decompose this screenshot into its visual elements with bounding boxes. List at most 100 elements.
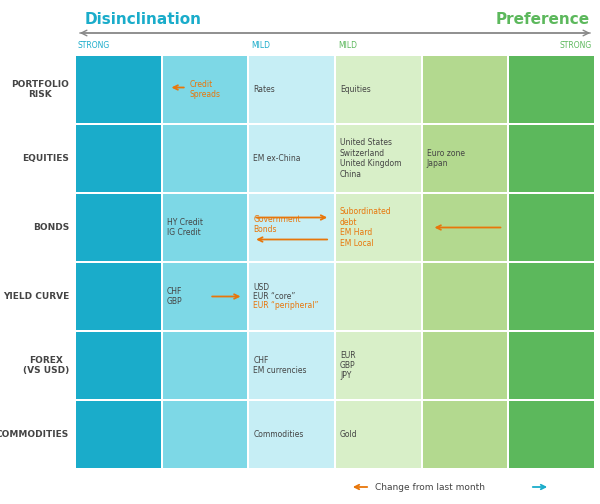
Bar [334, 400, 335, 469]
Bar [248, 262, 250, 331]
Bar [250, 194, 334, 261]
Bar [336, 263, 421, 330]
Text: Change from last month: Change from last month [375, 482, 485, 491]
Bar [335, 55, 336, 124]
Bar [508, 123, 595, 124]
Text: United States
Switzerland
United Kingdom
China: United States Switzerland United Kingdom… [340, 139, 401, 178]
Text: Equities: Equities [340, 85, 371, 94]
Bar [508, 124, 595, 125]
Bar [335, 123, 422, 124]
Bar [335, 193, 422, 194]
Bar [161, 400, 248, 401]
Bar [76, 263, 161, 330]
Bar [335, 262, 336, 331]
Bar [161, 331, 248, 332]
Bar [75, 123, 161, 124]
Text: EUR
GBP
JPY: EUR GBP JPY [340, 351, 356, 381]
Bar [161, 330, 248, 331]
Bar [508, 192, 595, 193]
Bar [250, 332, 334, 399]
Bar [75, 331, 76, 400]
Bar [336, 125, 421, 192]
Text: USD: USD [253, 283, 269, 292]
Bar [248, 193, 250, 262]
Bar [422, 468, 508, 469]
Bar [75, 261, 161, 262]
Bar [421, 331, 422, 400]
Bar [248, 331, 250, 400]
Bar [509, 56, 594, 123]
Bar [508, 55, 509, 124]
Bar [163, 56, 247, 123]
Text: HY Credit
IG Credit: HY Credit IG Credit [167, 218, 203, 237]
Bar [421, 124, 422, 193]
Bar [421, 400, 422, 469]
Bar [76, 56, 161, 123]
Bar [334, 262, 335, 331]
Bar [335, 192, 422, 193]
Bar [508, 468, 595, 469]
Bar [161, 193, 163, 262]
Bar [334, 193, 335, 262]
Bar [161, 55, 163, 124]
Bar [248, 124, 335, 125]
Bar [161, 55, 248, 56]
Bar [75, 331, 161, 332]
Bar [422, 193, 508, 194]
Text: Gold: Gold [340, 430, 358, 439]
Bar [508, 193, 509, 262]
Bar [161, 399, 248, 400]
Bar [247, 55, 248, 124]
Text: MILD: MILD [251, 41, 271, 50]
Bar [75, 262, 76, 331]
Bar [75, 193, 76, 262]
Bar [75, 55, 161, 56]
Bar [594, 262, 595, 331]
Text: Preference: Preference [496, 13, 590, 28]
Text: Government
Bonds: Government Bonds [253, 215, 301, 234]
Bar [422, 332, 508, 399]
Bar [508, 331, 595, 332]
Bar [508, 55, 595, 56]
Bar [161, 400, 163, 469]
Bar [594, 193, 595, 262]
Text: Rates: Rates [253, 85, 275, 94]
Bar [248, 55, 250, 124]
Bar [422, 330, 508, 331]
Bar [421, 55, 422, 124]
Bar [76, 332, 161, 399]
Bar [248, 331, 335, 332]
Bar [248, 400, 335, 401]
Bar [163, 125, 247, 192]
Text: BONDS: BONDS [33, 223, 69, 232]
Bar [422, 192, 508, 193]
Bar [421, 262, 422, 331]
Bar [334, 331, 335, 400]
Bar [75, 124, 76, 193]
Bar [248, 262, 335, 263]
Bar [161, 124, 163, 193]
Bar [335, 55, 422, 56]
Bar [335, 331, 422, 332]
Text: YIELD CURVE: YIELD CURVE [3, 292, 69, 301]
Bar [422, 124, 508, 125]
Bar [509, 263, 594, 330]
Text: STRONG: STRONG [560, 41, 592, 50]
Bar [247, 262, 248, 331]
Bar [508, 262, 595, 263]
Bar [248, 330, 335, 331]
Bar [75, 124, 161, 125]
Bar [250, 125, 334, 192]
Bar [247, 124, 248, 193]
Bar [508, 262, 509, 331]
Bar [163, 263, 247, 330]
Text: Credit
Spreads: Credit Spreads [190, 80, 221, 99]
Bar [248, 399, 335, 400]
Bar [336, 194, 421, 261]
Bar [161, 124, 248, 125]
Bar [161, 468, 248, 469]
Bar [335, 261, 422, 262]
Bar [422, 263, 508, 330]
Bar [422, 331, 508, 332]
Bar [509, 125, 594, 192]
